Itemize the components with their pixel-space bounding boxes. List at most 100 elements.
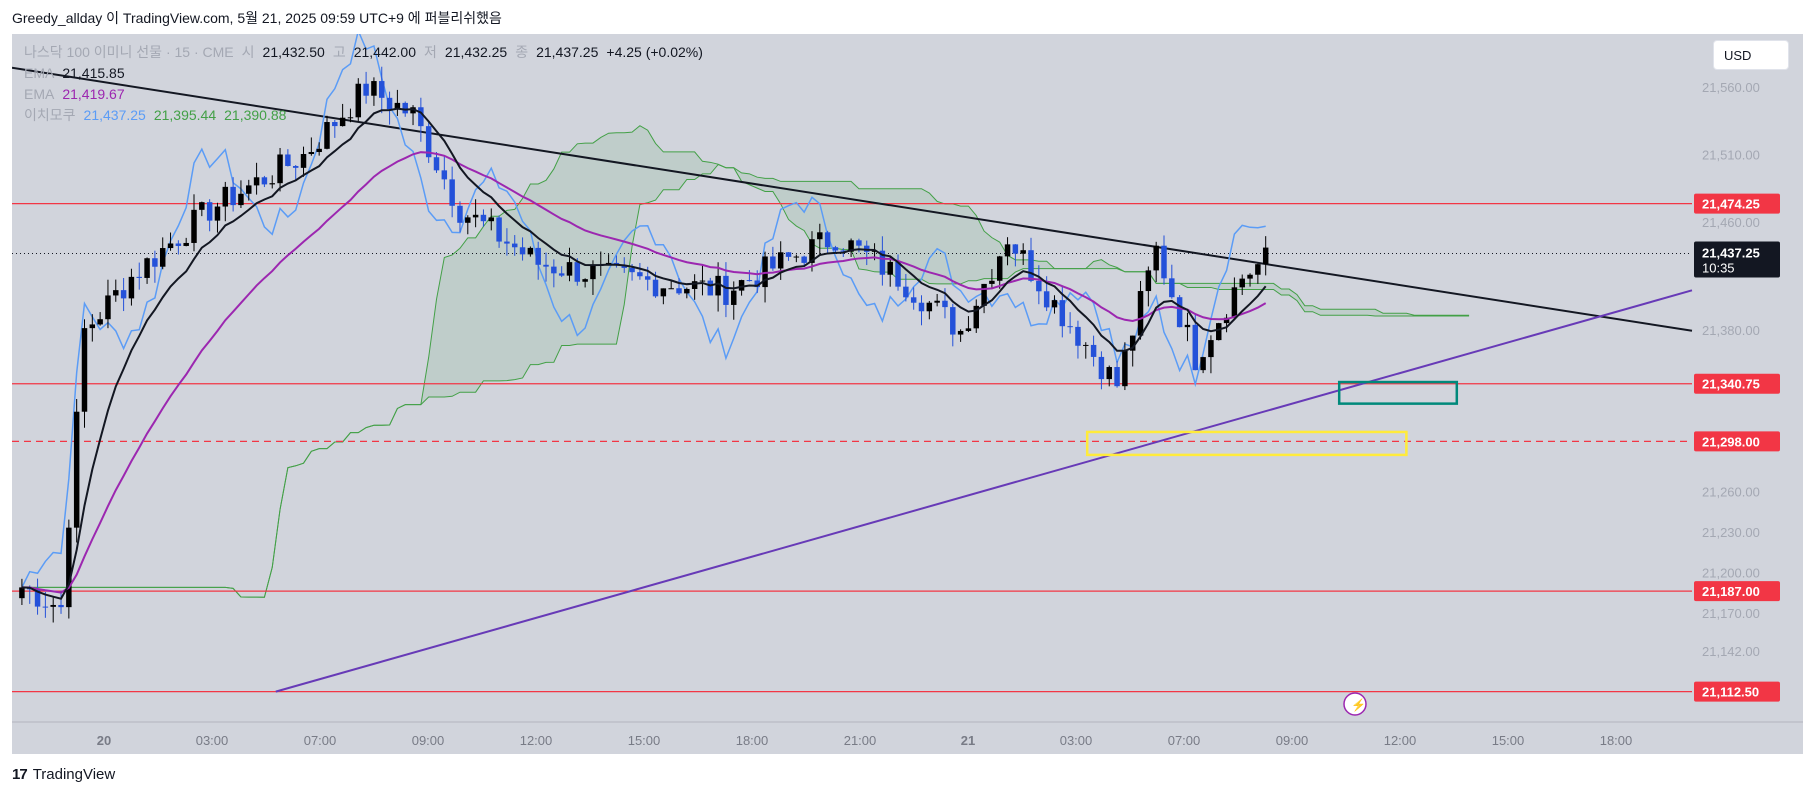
candle-body (465, 217, 471, 223)
candle-body (574, 262, 581, 282)
candle-body (840, 250, 847, 252)
candle-body (253, 177, 260, 186)
low-value: 21,432.25 (444, 44, 508, 60)
candle-body (105, 295, 111, 320)
level-label-1: 21,340.75 (1702, 377, 1760, 392)
candle-body (989, 280, 995, 284)
candle-body (981, 283, 987, 306)
candle-body (887, 261, 893, 275)
ichimoku-span-b (21, 163, 1470, 598)
candle-body (582, 279, 588, 282)
level-label-0: 21,474.25 (1702, 197, 1760, 212)
candle-body (332, 122, 338, 127)
candle-body (1169, 278, 1175, 298)
candle-body (918, 302, 925, 312)
candle-body (957, 330, 964, 335)
candle-body (19, 587, 25, 599)
candle-body (50, 604, 56, 607)
yellow-box (1085, 430, 1408, 457)
y-tick-6: 21,200.00 (1702, 566, 1760, 581)
candle-body (1004, 244, 1011, 257)
level-badge-2 (1694, 431, 1780, 452)
candle-body (543, 264, 549, 267)
candle-body (425, 126, 432, 158)
trendline-resistance (12, 66, 1693, 332)
candle-body (1059, 300, 1066, 327)
currency-button[interactable]: USD (1713, 40, 1789, 70)
candle-body (793, 256, 800, 258)
candle-body (363, 83, 369, 96)
candle-body (1192, 324, 1199, 371)
candle-body (206, 202, 213, 221)
x-tick-2: 07:00 (304, 733, 337, 748)
candle-body (950, 307, 956, 335)
candle-body (120, 290, 127, 299)
candle-body (183, 242, 189, 246)
candle-body (731, 290, 737, 305)
candle-body (1106, 367, 1112, 380)
candle-body (504, 241, 510, 244)
candle-body (738, 280, 745, 291)
candle-body (809, 239, 815, 263)
candle-body (1012, 244, 1019, 254)
candle-body (832, 247, 839, 251)
ichimoku-value-1: 21,437.25 (83, 107, 146, 123)
candle-body (1098, 356, 1105, 380)
candle-body (379, 81, 385, 98)
candle-body (551, 266, 557, 274)
publish-header: Greedy_allday 이 TradingView.com, 5월 21, … (12, 10, 502, 26)
candle-body (324, 122, 330, 149)
candle-body (222, 186, 229, 207)
y-tick-4: 21,260.00 (1702, 485, 1760, 500)
ema-slow-line (21, 151, 1267, 594)
candle-body (590, 265, 596, 280)
lightning-icon (1343, 692, 1367, 716)
ichimoku-value-2: 21,395.44 (153, 107, 217, 123)
candle-body (1129, 335, 1136, 351)
candle-body (1223, 317, 1230, 324)
candle-body (879, 250, 886, 275)
candle-body (762, 256, 768, 288)
x-tick-6: 18:00 (736, 733, 769, 748)
candle-body (1176, 297, 1183, 328)
candle-body (433, 157, 440, 171)
y-tick-1: 21,510.00 (1702, 147, 1760, 162)
candle-body (511, 243, 518, 248)
candle-body (58, 604, 64, 608)
candle-body (801, 256, 807, 263)
level-badge-0 (1694, 193, 1780, 214)
high-value: 21,442.00 (353, 44, 417, 60)
chart-area[interactable]: 21,474.25 21,340.75 21,298.00 21,187.00 21,1… (12, 34, 1803, 754)
x-tick-8: 21 (961, 733, 975, 748)
open-label: 시 (241, 44, 255, 60)
candle-body (238, 193, 244, 206)
candle-body (113, 290, 119, 296)
candle-body (770, 256, 776, 269)
candle-body (1231, 287, 1238, 318)
price-chart[interactable]: 21,474.25 21,340.75 21,298.00 21,187.00 21,1… (12, 34, 1803, 754)
candle-body (199, 202, 205, 210)
candle-body (488, 217, 494, 222)
ichimoku-value-3: 21,390.88 (224, 107, 287, 123)
candle-body (566, 262, 573, 276)
candle-body (136, 276, 142, 278)
candle-body (691, 281, 698, 289)
candle-body (527, 247, 534, 255)
candle-body (1067, 326, 1073, 328)
candle-body (214, 206, 221, 221)
symbol-label: 나스닥 100 이미니 선물 · 15 · CME (24, 44, 234, 60)
candle-body (316, 148, 322, 153)
candle-body (128, 276, 135, 299)
candle-body (621, 265, 627, 268)
candle-body (277, 154, 283, 184)
level-label-3: 21,187.00 (1702, 584, 1760, 599)
candle-body (1247, 274, 1253, 279)
x-tick-11: 09:00 (1276, 733, 1309, 748)
candle-body (339, 117, 346, 127)
candle-body (402, 102, 408, 114)
tradingview-logo-icon: 17 (12, 766, 28, 783)
level-badge-4 (1694, 681, 1780, 702)
candle-body (644, 276, 651, 280)
ema2-label: EMA (24, 86, 55, 102)
price-axis (1692, 34, 1803, 754)
